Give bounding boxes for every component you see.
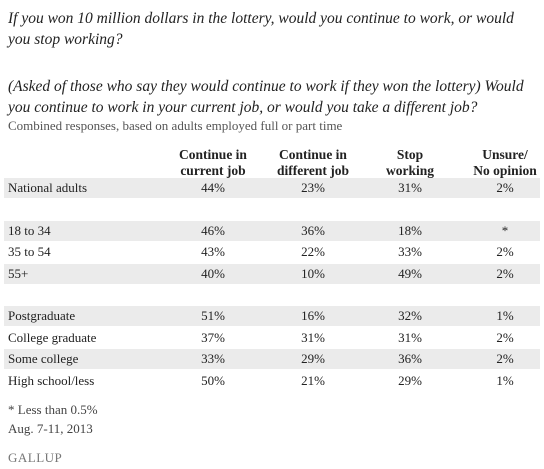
table-row: Some college 33% 29% 36% 2% — [4, 349, 540, 370]
cell: 16% — [301, 308, 325, 324]
header-line: current job — [180, 163, 246, 178]
cell: 50% — [201, 372, 225, 388]
subtitle: Combined responses, based on adults empl… — [8, 118, 343, 133]
table-row: College graduate 37% 31% 31% 2% — [4, 328, 540, 348]
header-line: Unsure/ — [482, 147, 528, 162]
column-header: Continue in different job — [258, 147, 368, 179]
cell: 51% — [201, 308, 225, 324]
header-line: Continue in — [179, 147, 247, 162]
cell: 31% — [398, 180, 422, 195]
footnote: Aug. 7-11, 2013 — [8, 421, 93, 436]
cell: 43% — [201, 244, 225, 260]
cell: 23% — [301, 180, 325, 195]
header-line: Stop — [396, 147, 424, 162]
cell: 1% — [496, 372, 514, 388]
question: (Asked of those who say they would conti… — [8, 78, 524, 116]
table-row: Postgraduate 51% 16% 32% 1% — [4, 306, 540, 327]
cell: 10% — [301, 265, 325, 281]
cell: * — [501, 222, 509, 238]
cell: 44% — [201, 180, 225, 195]
column-header: Stop working — [355, 147, 465, 179]
footnote: * Less than 0.5% — [8, 402, 98, 417]
cell: 1% — [496, 308, 514, 324]
header-line: working — [385, 163, 434, 178]
cell: 31% — [398, 329, 422, 345]
cell: 32% — [398, 308, 422, 324]
cell: 21% — [301, 372, 325, 388]
cell: 33% — [398, 244, 422, 260]
cell: 18% — [398, 222, 422, 238]
cell: 46% — [201, 222, 225, 238]
row-label: High school/less — [8, 372, 95, 388]
row-label: 35 to 54 — [8, 244, 51, 260]
table-row: 55+ 40% 10% 49% 2% — [4, 263, 540, 284]
cell: 36% — [398, 351, 422, 367]
row-label: 55+ — [8, 265, 29, 281]
cell: 29% — [398, 372, 422, 388]
row-label: Postgraduate — [8, 308, 76, 324]
cell: 33% — [201, 351, 225, 367]
cell: 37% — [201, 329, 225, 345]
row-label: Some college — [8, 351, 79, 367]
cell: 49% — [398, 265, 422, 281]
cell: 2% — [496, 244, 514, 260]
cell: 40% — [201, 265, 225, 281]
table-row: National adults 44% 23% 31% 2% — [4, 178, 540, 198]
cell: 36% — [301, 222, 325, 238]
cell: 2% — [496, 329, 514, 345]
header-line: different job — [276, 163, 350, 178]
cell: 2% — [496, 180, 514, 195]
table-row: 18 to 34 46% 36% 18% * — [4, 220, 540, 241]
table-row: High school/less 50% 21% 29% 1% — [4, 371, 540, 391]
row-label: National adults — [8, 180, 88, 195]
row-label: College graduate — [8, 329, 97, 345]
row-label: 18 to 34 — [8, 222, 51, 238]
cell: 22% — [301, 244, 325, 260]
cell: 31% — [301, 329, 325, 345]
question: If you won 10 million dollars in the lot… — [8, 10, 514, 48]
cell: 2% — [496, 265, 514, 281]
source: GALLUP — [8, 450, 63, 465]
table-row: 35 to 54 43% 22% 33% 2% — [4, 242, 540, 262]
cell: 2% — [496, 351, 514, 367]
cell: 29% — [301, 351, 325, 367]
header-line: No opinion — [473, 163, 537, 178]
column-header: Continue in current job — [158, 147, 268, 179]
header-line: Continue in — [279, 147, 347, 162]
column-header: Unsure/No opinion — [450, 147, 544, 179]
